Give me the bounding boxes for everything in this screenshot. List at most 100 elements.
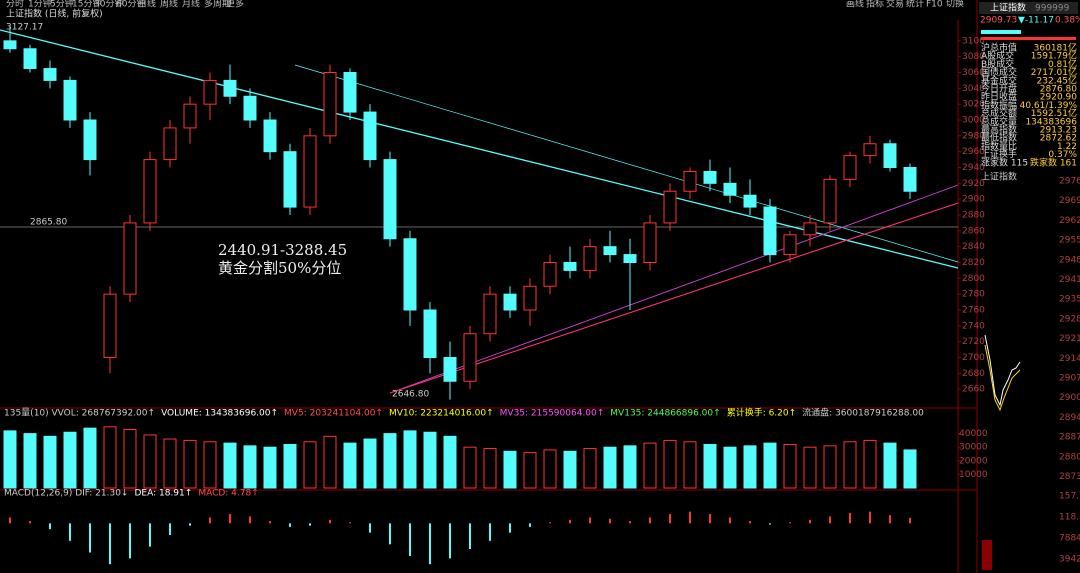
bar-indicator — [981, 37, 1076, 40]
volume-bar — [803, 446, 817, 489]
tool[interactable]: 画线 — [846, 0, 864, 10]
candle-body — [223, 79, 237, 97]
y-tick-label: 2680 — [962, 369, 985, 379]
candle-body — [583, 246, 597, 271]
tool[interactable]: 交易 — [886, 0, 904, 10]
candle-body — [43, 68, 57, 81]
mini-tick: 2935 — [1059, 295, 1080, 305]
quote-value: 134383696 — [1025, 117, 1077, 127]
y-tick-label: 2760 — [962, 306, 985, 316]
tab[interactable]: 月线 — [182, 0, 200, 10]
candle-body — [323, 72, 337, 137]
quote-label: 指数量比 — [981, 140, 1017, 152]
candle-body — [523, 285, 537, 311]
candle-body — [903, 167, 917, 192]
mini-tick: 2928 — [1059, 314, 1080, 324]
volume-bar — [723, 446, 737, 489]
quote-value: 2717.01亿 — [1031, 66, 1077, 78]
quote-value: 0.37% — [1048, 150, 1077, 160]
volume-bar — [3, 430, 17, 489]
volume-bar — [103, 426, 117, 489]
tab[interactable]: 更多 — [226, 0, 244, 10]
tool[interactable]: F10 — [926, 0, 943, 10]
y-tick-label: 2660 — [962, 385, 985, 395]
y-tick-label: 3000 — [962, 116, 985, 126]
legend-item: VOLUME: 134383696.00↑ — [161, 409, 278, 419]
volume-bar — [443, 435, 457, 489]
candle-body — [503, 293, 517, 311]
tab[interactable]: 日线 — [138, 0, 156, 10]
legend-item: 流通盘: 3600187916288.00 — [802, 407, 924, 419]
high-label: 3127.17 — [6, 23, 43, 33]
mini-vol-tick: 39423 — [1059, 555, 1080, 565]
y-tick-label: 30000 — [959, 443, 988, 453]
quote-label: 昨日收盘 — [981, 91, 1017, 103]
tool[interactable]: 统计 — [906, 0, 924, 10]
quote-label: 涨家数 115 — [981, 156, 1028, 168]
mini-tick: 2900 — [1059, 393, 1080, 403]
quote-value: 2920.90 — [1040, 93, 1077, 103]
volume-bar — [543, 449, 557, 489]
y-tick-label: 2900 — [962, 195, 985, 205]
tab[interactable]: 1分钟 — [28, 0, 52, 10]
candle-body — [103, 293, 117, 358]
volume-bar — [503, 450, 517, 489]
candle-body — [603, 246, 617, 256]
candle-body — [703, 170, 717, 184]
candle-body — [743, 194, 757, 208]
quote-value: 跌家数 161 — [1030, 156, 1077, 168]
volume-bar — [183, 439, 197, 489]
tool[interactable]: 切换 — [946, 0, 964, 10]
candle-body — [83, 119, 97, 161]
quote-label: B股成交 — [981, 58, 1014, 70]
tab[interactable]: 30分钟 — [94, 0, 123, 10]
annotation: 黄金分割50%分位 — [218, 259, 341, 277]
tool[interactable]: 指标 — [866, 0, 884, 10]
candle-body — [163, 127, 177, 161]
tab[interactable]: 周线 — [160, 0, 178, 10]
tab[interactable]: 60分钟 — [116, 0, 145, 10]
tab[interactable]: 5分钟 — [50, 0, 74, 10]
legend-item: MV135: 244866896.00↑ — [610, 409, 720, 419]
volume-bar — [203, 441, 217, 489]
candle-body — [343, 72, 357, 113]
tab[interactable]: 多周期 — [204, 0, 231, 10]
volume-bar — [143, 434, 157, 489]
quote-label: 指数振幅 — [981, 99, 1017, 111]
mini-tick: 2969 — [1059, 196, 1080, 206]
annotation: 2440.91-3288.45 — [218, 241, 347, 259]
legend-item: MV35: 215590064.00↑ — [500, 409, 605, 419]
legend-item: 135量(10) VVOL: 268767392.00↑ — [4, 408, 155, 419]
volume-bar — [403, 430, 417, 489]
quote-price: 2909.73 — [980, 16, 1017, 26]
volume-bar — [583, 448, 597, 489]
y-tick-label: 2840 — [962, 242, 985, 252]
mini-tick: 2887 — [1059, 433, 1080, 443]
volume-bar — [843, 441, 857, 489]
quote-label: 总成交量 — [981, 115, 1017, 127]
trend-line — [389, 184, 959, 394]
quote-label: 最高指数 — [981, 124, 1017, 136]
quote-label: A股成交 — [981, 50, 1014, 62]
quote-value: 1.22 — [1057, 142, 1077, 152]
candle-body — [683, 170, 697, 192]
tab[interactable]: 分时 — [6, 0, 24, 10]
tab[interactable]: 15分钟 — [72, 0, 101, 10]
quote-value: 1591.79亿 — [1031, 50, 1077, 62]
y-tick-label: 2980 — [962, 131, 985, 141]
volume-bar — [83, 427, 97, 489]
y-tick-label: 2920 — [962, 179, 985, 189]
ref-label: 2865.80 — [30, 218, 67, 228]
y-tick-label: 2780 — [962, 290, 985, 300]
volume-bar — [663, 439, 677, 489]
volume-bar — [483, 448, 497, 489]
y-tick-label: 2820 — [962, 258, 985, 268]
chart-title: 上证指数 (日线, 前复权) — [6, 8, 103, 20]
quote-name: 上证指数 — [990, 2, 1026, 14]
legend-item: MACD: 4.78↑ — [198, 489, 258, 499]
volume-bar — [43, 435, 57, 489]
quote-value: 2913.23 — [1040, 126, 1077, 136]
quote-label: 今日开盘 — [981, 83, 1017, 95]
candle-body — [203, 79, 217, 105]
